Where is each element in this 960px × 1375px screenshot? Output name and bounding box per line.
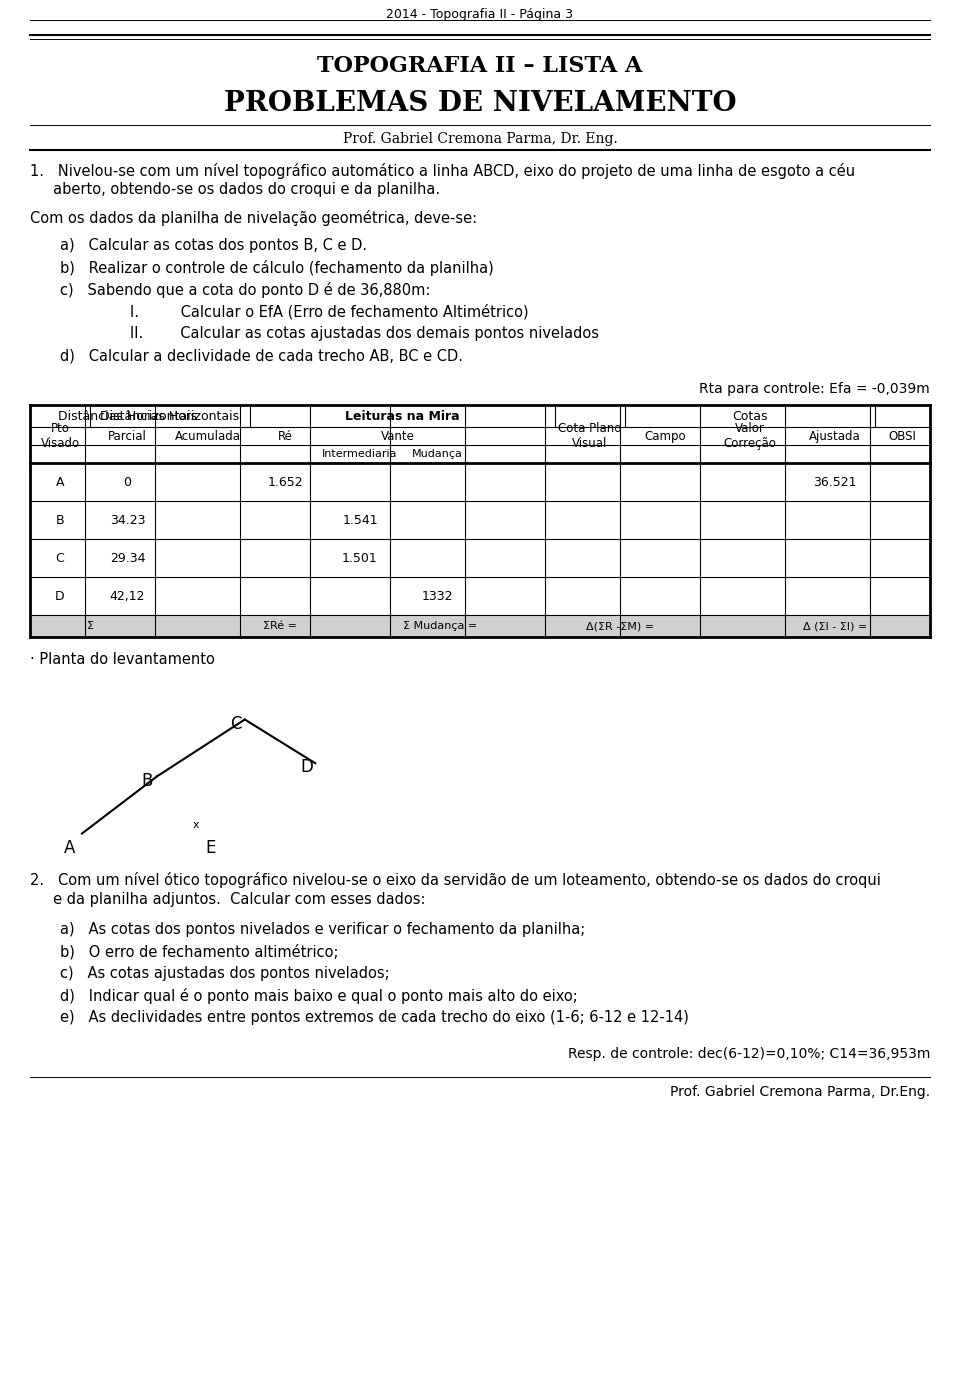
Text: Δ(ΣR -ΣM) =: Δ(ΣR -ΣM) = — [586, 622, 654, 631]
Text: 36.521: 36.521 — [813, 476, 856, 488]
Text: Cotas: Cotas — [732, 410, 768, 422]
Text: aberto, obtendo-se os dados do croqui e da planilha.: aberto, obtendo-se os dados do croqui e … — [30, 182, 440, 197]
Text: 34.23: 34.23 — [109, 513, 145, 527]
Text: c)   As cotas ajustadas dos pontos nivelados;: c) As cotas ajustadas dos pontos nivelad… — [60, 967, 390, 980]
Text: c)   Sabendo que a cota do ponto D é de 36,880m:: c) Sabendo que a cota do ponto D é de 36… — [60, 282, 430, 298]
Text: Parcial: Parcial — [108, 429, 147, 443]
Text: e)   As declividades entre pontos extremos de cada trecho do eixo (1-6; 6-12 e 1: e) As declividades entre pontos extremos… — [60, 1011, 689, 1024]
Text: Σ: Σ — [86, 622, 93, 631]
Text: B: B — [56, 513, 64, 527]
Text: a)   As cotas dos pontos nivelados e verificar o fechamento da planilha;: a) As cotas dos pontos nivelados e verif… — [60, 923, 586, 936]
Text: e da planilha adjuntos.  Calcular com esses dados:: e da planilha adjuntos. Calcular com ess… — [30, 892, 425, 908]
Text: Mudança: Mudança — [412, 450, 463, 459]
Text: TOPOGRAFIA II – LISTA A: TOPOGRAFIA II – LISTA A — [318, 55, 642, 77]
Text: 1.541: 1.541 — [342, 513, 378, 527]
Bar — [30, 615, 930, 637]
Text: Rta para controle: Efa = -0,039m: Rta para controle: Efa = -0,039m — [699, 382, 930, 396]
Text: D: D — [55, 590, 65, 602]
Text: Resp. de controle: dec(6-12)=0,10%; C14=36,953m: Resp. de controle: dec(6-12)=0,10%; C14=… — [567, 1046, 930, 1062]
Text: A: A — [64, 839, 76, 857]
Text: Prof. Gabriel Cremona Parma, Dr. Eng.: Prof. Gabriel Cremona Parma, Dr. Eng. — [343, 132, 617, 146]
Text: II.        Calcular as cotas ajustadas dos demais pontos nivelados: II. Calcular as cotas ajustadas dos dema… — [130, 326, 599, 341]
Text: 0: 0 — [124, 476, 132, 488]
Text: d)   Calcular a declividade de cada trecho AB, BC e CD.: d) Calcular a declividade de cada trecho… — [60, 348, 463, 363]
Text: Σ Mudança =: Σ Mudança = — [403, 622, 477, 631]
Text: · Planta do levantamento: · Planta do levantamento — [30, 652, 215, 667]
Text: C: C — [56, 551, 64, 565]
Text: 2014 - Topografia II - Página 3: 2014 - Topografia II - Página 3 — [387, 8, 573, 21]
Text: Pto
Visado: Pto Visado — [40, 422, 80, 450]
Text: B: B — [142, 771, 154, 789]
Text: E: E — [205, 839, 216, 857]
Text: 42,12: 42,12 — [109, 590, 145, 602]
Text: b)   O erro de fechamento altimétrico;: b) O erro de fechamento altimétrico; — [60, 945, 339, 960]
Text: Campo: Campo — [644, 429, 685, 443]
Text: Com os dados da planilha de nivelação geométrica, deve-se:: Com os dados da planilha de nivelação ge… — [30, 210, 477, 226]
Text: d)   Indicar qual é o ponto mais baixo e qual o ponto mais alto do eixo;: d) Indicar qual é o ponto mais baixo e q… — [60, 989, 578, 1004]
Text: 2.   Com um nível ótico topográfico nivelou-se o eixo da servidão de um loteamen: 2. Com um nível ótico topográfico nivelo… — [30, 872, 881, 888]
Text: 1.652: 1.652 — [267, 476, 302, 488]
Text: Vante: Vante — [380, 429, 415, 443]
Text: a)   Calcular as cotas dos pontos B, C e D.: a) Calcular as cotas dos pontos B, C e D… — [60, 238, 367, 253]
Text: Acumulada: Acumulada — [175, 429, 241, 443]
Text: 1332: 1332 — [421, 590, 453, 602]
Text: b)   Realizar o controle de cálculo (fechamento da planilha): b) Realizar o controle de cálculo (fecha… — [60, 260, 493, 276]
Text: Valor
Correção: Valor Correção — [724, 422, 777, 450]
Text: 1.   Nivelou-se com um nível topográfico automático a linha ABCD, eixo do projet: 1. Nivelou-se com um nível topográfico a… — [30, 164, 855, 179]
Text: PROBLEMAS DE NIVELAMENTO: PROBLEMAS DE NIVELAMENTO — [224, 89, 736, 117]
Text: Distâncias Horizontais: Distâncias Horizontais — [101, 410, 240, 422]
Text: Distâncias Horizontais: Distâncias Horizontais — [58, 410, 197, 422]
Text: OBSI: OBSI — [889, 429, 917, 443]
Text: 29.34: 29.34 — [109, 551, 145, 565]
Text: Prof. Gabriel Cremona Parma, Dr.Eng.: Prof. Gabriel Cremona Parma, Dr.Eng. — [670, 1085, 930, 1099]
Text: Leituras na Mira: Leituras na Mira — [346, 410, 460, 422]
Text: Δ (ΣI - ΣI) =: Δ (ΣI - ΣI) = — [803, 622, 867, 631]
Text: 1.501: 1.501 — [342, 551, 378, 565]
Text: A: A — [56, 476, 64, 488]
Text: I.         Calcular o EfA (Erro de fechamento Altimétrico): I. Calcular o EfA (Erro de fechamento Al… — [130, 304, 529, 319]
Text: Intermediaria: Intermediaria — [323, 450, 397, 459]
Text: x: x — [193, 820, 200, 829]
Text: D: D — [300, 758, 313, 777]
Text: ΣRé =: ΣRé = — [263, 622, 297, 631]
Text: Ré: Ré — [277, 429, 293, 443]
Text: Ajustada: Ajustada — [809, 429, 861, 443]
Text: Cota Plano
Visual: Cota Plano Visual — [559, 422, 622, 450]
Text: C: C — [229, 715, 241, 733]
